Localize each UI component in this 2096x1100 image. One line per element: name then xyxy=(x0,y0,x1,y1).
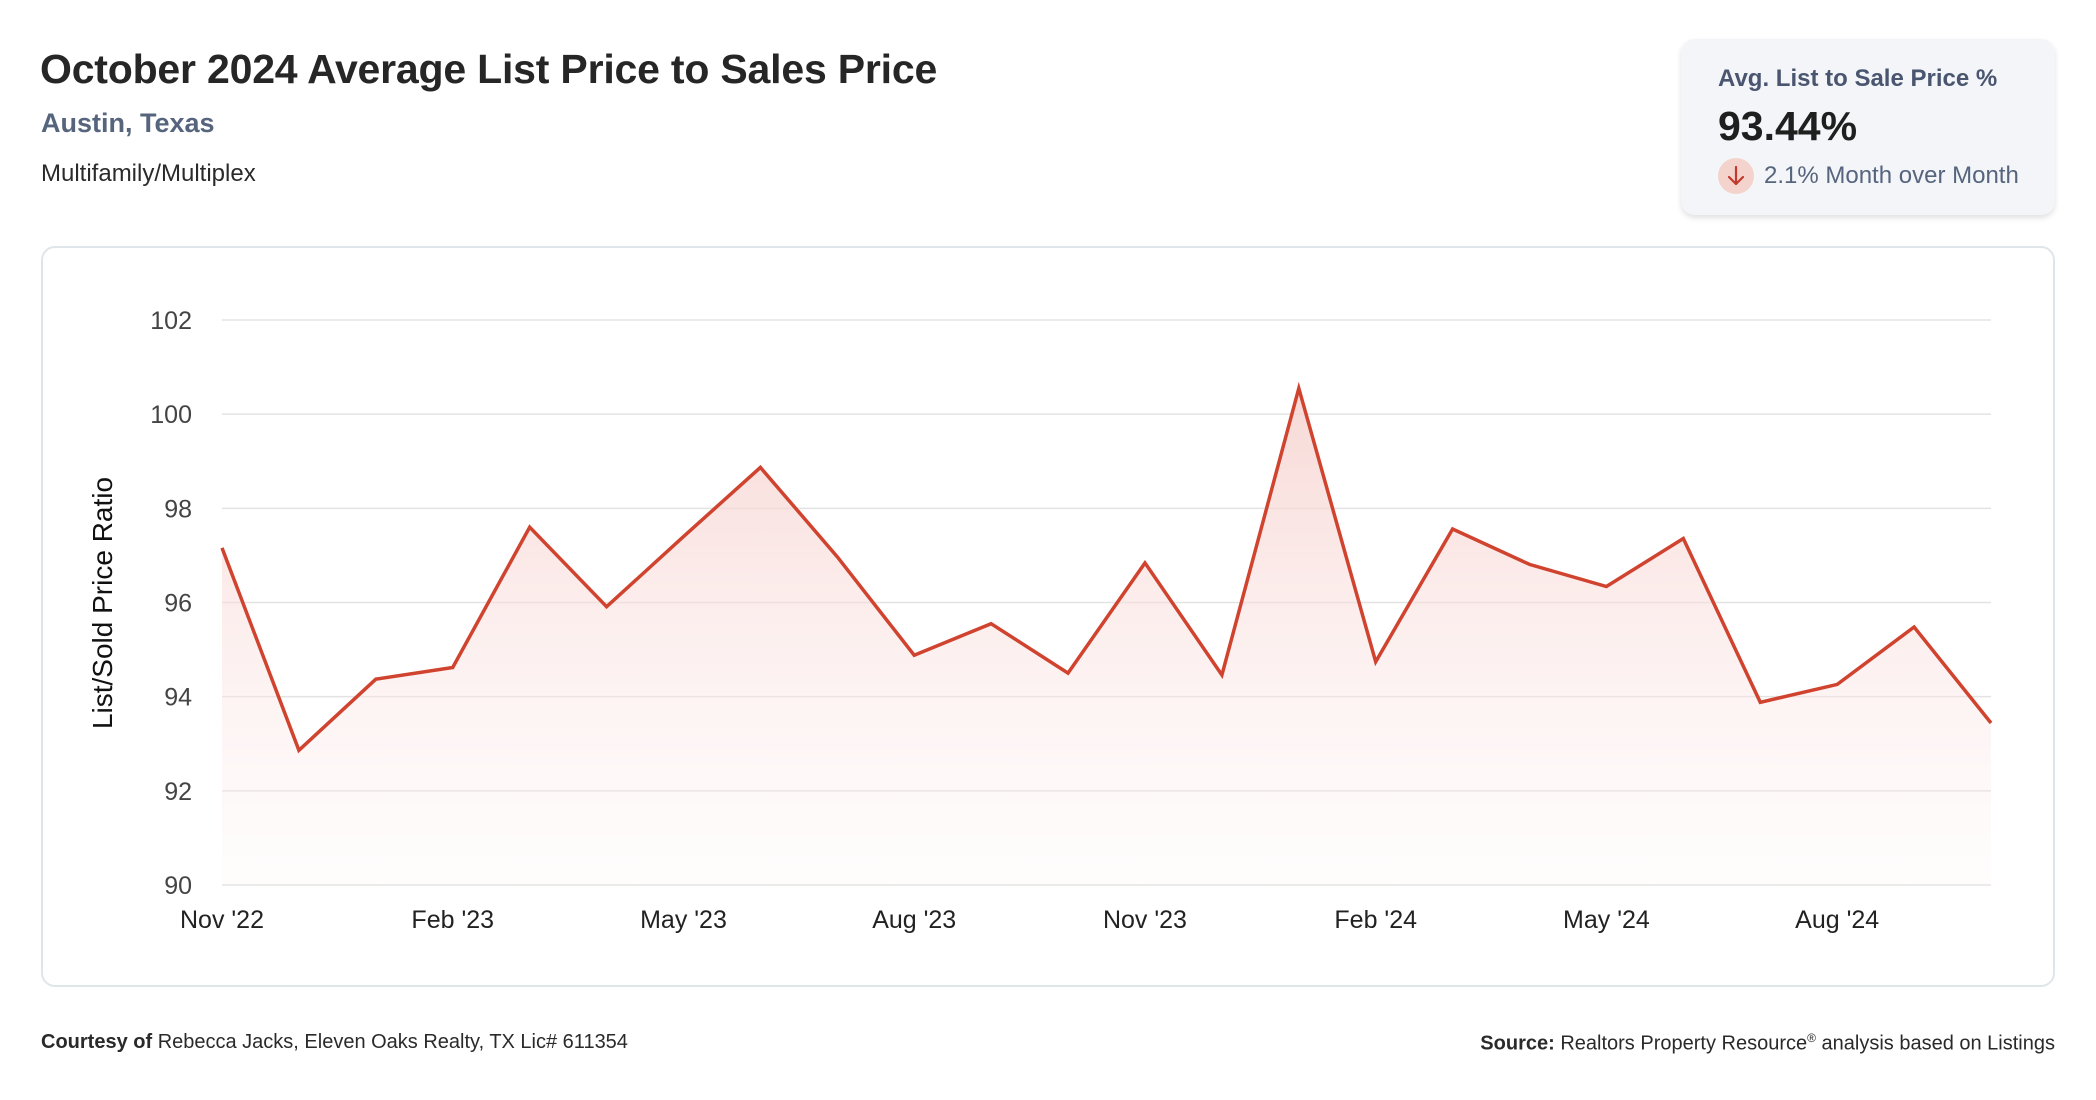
property-type-label: Multifamily/Multiplex xyxy=(41,160,256,187)
x-tick-label: Nov '22 xyxy=(180,906,264,934)
courtesy-footer: Courtesy of Rebecca Jacks, Eleven Oaks R… xyxy=(41,1031,628,1054)
kpi-card: Avg. List to Sale Price % 93.44% 2.1% Mo… xyxy=(1681,39,2055,215)
arrow-down-icon xyxy=(1718,158,1754,194)
data-line xyxy=(220,381,1993,754)
x-tick-label: Nov '23 xyxy=(1103,906,1187,934)
x-axis-ticks: Nov '22 Feb '23 May '23 Aug '23 Nov '23 Feb '… xyxy=(180,906,1879,934)
x-tick-label: Feb '24 xyxy=(1334,906,1417,934)
y-tick-label: 98 xyxy=(164,495,192,523)
page-title: October 2024 Average List Price to Sales… xyxy=(40,46,938,92)
line-chart: 90 92 94 96 98 100 102 Nov '22 Feb '23 May '23 Au… xyxy=(150,307,1993,934)
y-axis-label: List/Sold Price Ratio xyxy=(87,476,118,730)
source-text: Realtors Property Resource xyxy=(1560,1032,1808,1055)
courtesy-label: Courtesy of xyxy=(41,1031,153,1053)
kpi-change-text: 2.1% Month over Month xyxy=(1764,162,2019,189)
area-fill xyxy=(222,388,1991,885)
y-axis-ticks: 90 92 94 96 98 100 102 xyxy=(150,307,192,900)
y-tick-label: 90 xyxy=(164,872,192,900)
y-tick-label: 102 xyxy=(150,307,192,335)
x-tick-label: May '24 xyxy=(1563,906,1650,934)
y-tick-label: 94 xyxy=(164,684,192,712)
y-tick-label: 96 xyxy=(164,590,192,618)
courtesy-text: Rebecca Jacks, Eleven Oaks Realty, TX Li… xyxy=(157,1031,628,1053)
source-label: Source: xyxy=(1480,1032,1555,1055)
x-tick-label: May '23 xyxy=(640,906,727,934)
kpi-change: 2.1% Month over Month xyxy=(1718,158,2019,194)
y-tick-label: 92 xyxy=(164,778,192,806)
x-tick-label: Feb '23 xyxy=(411,906,494,934)
kpi-label: Avg. List to Sale Price % xyxy=(1718,65,1998,92)
location-subtitle: Austin, Texas xyxy=(41,108,215,138)
kpi-value: 93.44% xyxy=(1718,103,1858,149)
source-footer: Source: Realtors Property Resource® anal… xyxy=(1480,1031,2055,1056)
y-tick-label: 100 xyxy=(150,401,192,429)
source-text-suffix: analysis based on Listings xyxy=(1815,1032,2056,1055)
x-tick-label: Aug '23 xyxy=(872,906,956,934)
registered-mark: ® xyxy=(1807,1031,1816,1045)
x-tick-label: Aug '24 xyxy=(1795,906,1879,934)
